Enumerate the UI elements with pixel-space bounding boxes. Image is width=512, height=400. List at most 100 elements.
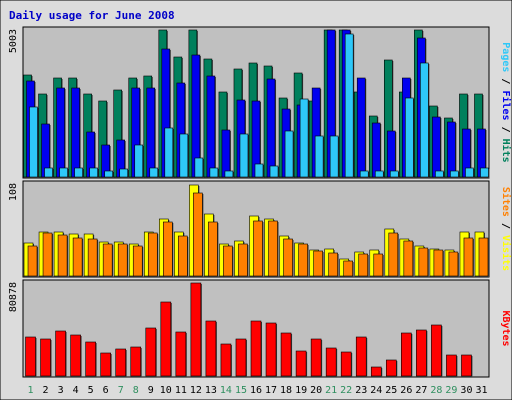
panel-3-kbytes-bar-day-21 xyxy=(325,347,337,377)
panel-1-pages-bar-day-14 xyxy=(224,170,234,178)
panel-1-files-bar-day-24 xyxy=(371,122,381,178)
panel-3: 80878 KBytes xyxy=(8,279,511,378)
day-label-27: 27 xyxy=(415,385,427,396)
panel-2-sites-bar-day-15 xyxy=(238,243,248,277)
day-label-31: 31 xyxy=(475,385,487,396)
panel-1-pages-bar-day-13 xyxy=(209,167,219,178)
panel-1-pages-bar-day-1 xyxy=(29,106,38,178)
panel-2-sites-bar-day-22 xyxy=(343,260,353,277)
panel-3-kbytes-bar-day-22 xyxy=(340,351,352,377)
panel-1-pages-bar-day-12 xyxy=(194,157,204,178)
panel-3-kbytes-bar-day-1 xyxy=(25,336,36,377)
day-label-13: 13 xyxy=(205,385,217,396)
chart-title: Daily usage for June 2008 xyxy=(9,9,175,22)
panel-3-kbytes-bar-day-28 xyxy=(431,324,442,377)
day-label-14: 14 xyxy=(220,385,232,396)
panel-1-max-label: 5003 xyxy=(8,29,19,53)
panel-2-sites-bar-day-5 xyxy=(87,238,98,277)
panel-3-kbytes-bar-day-23 xyxy=(355,336,367,377)
panel-1-pages-bar-day-20 xyxy=(314,135,324,178)
day-label-19: 19 xyxy=(295,385,307,396)
panel-3-kbytes-bar-day-13 xyxy=(205,320,217,377)
panel-3-axis-label-part-0: KBytes xyxy=(500,310,511,346)
day-label-25: 25 xyxy=(385,385,397,396)
panel-1-pages-bar-day-8 xyxy=(134,144,144,178)
panel-1-pages-bar-day-2 xyxy=(44,167,53,178)
day-label-16: 16 xyxy=(250,385,262,396)
panel-3-kbytes-bar-day-29 xyxy=(446,354,457,377)
panel-1-pages-bar-day-17 xyxy=(269,165,279,178)
panel-3-kbytes-bar-day-4 xyxy=(70,334,81,377)
panel-1-pages-bar-day-29 xyxy=(450,170,459,178)
panel-2-sites-bar-day-10 xyxy=(163,221,173,277)
panel-3-kbytes-bar-day-20 xyxy=(310,338,322,377)
panel-1-pages-bar-day-27 xyxy=(420,62,429,178)
panel-1-pages-bar-day-18 xyxy=(284,130,294,178)
panel-1-axis-label-part-1: / xyxy=(500,72,511,90)
panel-2-sites-bar-day-1 xyxy=(27,245,38,277)
panel-3-kbytes-bar-day-3 xyxy=(55,330,66,377)
panel-1-pages-bar-day-24 xyxy=(374,170,384,178)
panel-3-kbytes-bar-day-6 xyxy=(100,352,111,377)
panel-3-kbytes-bar-day-15 xyxy=(235,338,247,377)
panel-2-max-label: 108 xyxy=(8,183,19,201)
day-label-7: 7 xyxy=(118,385,124,396)
panel-1-files-bar-day-28 xyxy=(432,116,441,178)
panel-1-pages-bar-day-10 xyxy=(164,127,174,178)
panel-3-kbytes-bar-day-5 xyxy=(85,341,96,377)
day-label-18: 18 xyxy=(280,385,292,396)
panel-1-files-bar-day-9 xyxy=(146,87,156,178)
day-label-24: 24 xyxy=(370,385,382,396)
chart-panels: 5003 Pages / Files / Hits 108 Sites / Visit… xyxy=(8,26,512,378)
panel-2-sites-bar-day-14 xyxy=(223,245,233,277)
day-label-30: 30 xyxy=(460,385,472,396)
panel-2-sites-bar-day-12 xyxy=(193,192,203,277)
panel-2-axis-label: Sites / Visits xyxy=(500,187,512,271)
panel-1-pages-bar-day-7 xyxy=(119,168,129,178)
panel-2-sites-bar-day-21 xyxy=(328,252,338,277)
day-label-5: 5 xyxy=(88,385,94,396)
panel-1: 5003 Pages / Files / Hits xyxy=(8,26,512,179)
panel-2-sites-bar-day-8 xyxy=(132,245,143,277)
panel-1-pages-bar-day-22 xyxy=(344,33,354,178)
panel-1-pages-bar-day-15 xyxy=(239,133,249,178)
panel-1-pages-bar-day-3 xyxy=(59,167,68,178)
panel-3-axis-label: KBytes xyxy=(500,310,511,346)
day-label-11: 11 xyxy=(175,385,187,396)
panel-3-kbytes-bar-day-14 xyxy=(220,343,232,377)
panel-3-max-label: 80878 xyxy=(8,282,19,312)
day-label-26: 26 xyxy=(400,385,412,396)
day-label-1: 1 xyxy=(28,385,34,396)
day-label-8: 8 xyxy=(133,385,139,396)
panel-2-sites-bar-day-11 xyxy=(178,235,188,277)
day-label-23: 23 xyxy=(355,385,367,396)
panel-3-kbytes-bar-day-9 xyxy=(145,327,157,377)
panel-1-pages-bar-day-31 xyxy=(480,167,489,178)
panel-2-axis-label-part-1: / xyxy=(500,217,511,235)
panel-2-sites-bar-day-23 xyxy=(358,253,369,277)
day-label-22: 22 xyxy=(340,385,352,396)
panel-2-sites-bar-day-3 xyxy=(57,234,68,277)
day-label-20: 20 xyxy=(310,385,322,396)
panel-1-pages-bar-day-25 xyxy=(389,170,399,178)
panel-2-axis-label-part-2: Visits xyxy=(500,235,512,271)
panel-3-kbytes-bar-day-8 xyxy=(130,346,142,377)
day-label-28: 28 xyxy=(430,385,442,396)
panel-1-pages-bar-day-16 xyxy=(254,163,264,178)
panel-2-sites-bar-day-25 xyxy=(388,232,399,277)
day-label-2: 2 xyxy=(43,385,49,396)
panel-3-kbytes-bar-day-16 xyxy=(250,320,262,377)
panel-1-files-bar-day-23 xyxy=(356,77,366,178)
panel-3-kbytes-bar-day-7 xyxy=(115,348,127,377)
panel-3-kbytes-bar-day-25 xyxy=(385,359,397,377)
day-label-10: 10 xyxy=(160,385,172,396)
panel-1-files-bar-day-4 xyxy=(71,87,80,178)
day-label-6: 6 xyxy=(103,385,109,396)
panel-1-pages-bar-day-30 xyxy=(465,167,474,178)
panel-3-kbytes-bar-day-30 xyxy=(461,354,472,377)
day-label-3: 3 xyxy=(58,385,64,396)
day-label-12: 12 xyxy=(190,385,202,396)
panel-2-sites-bar-day-9 xyxy=(147,232,158,277)
